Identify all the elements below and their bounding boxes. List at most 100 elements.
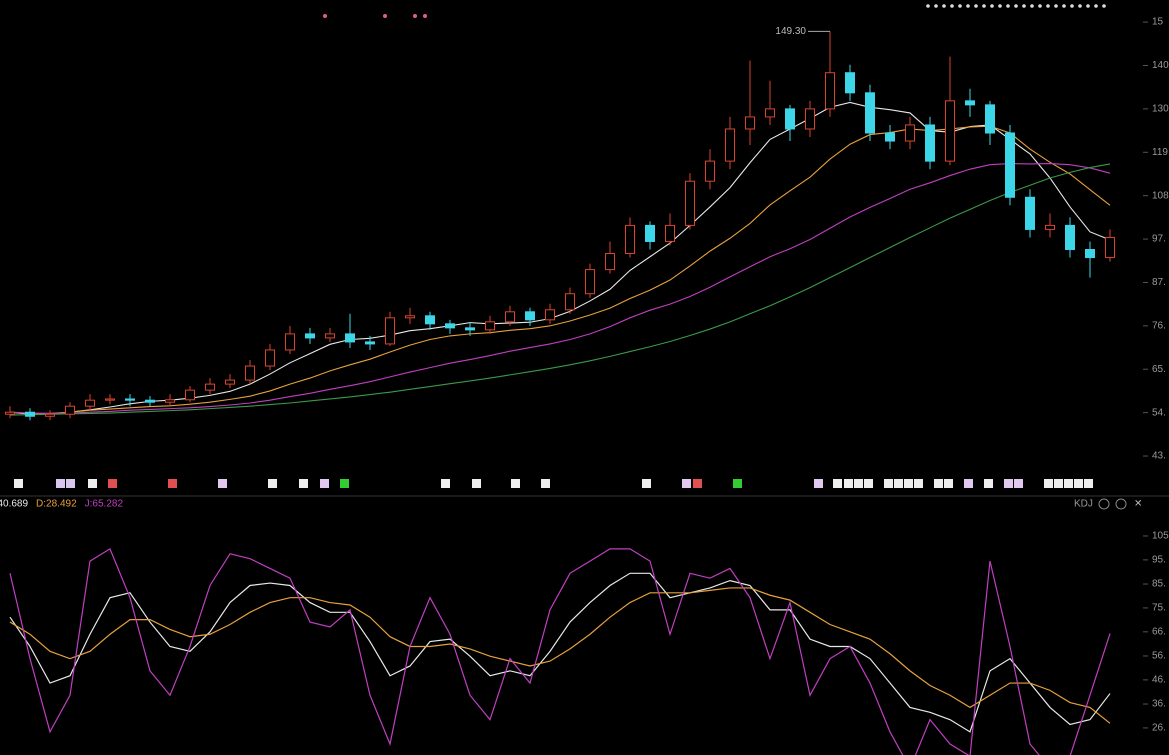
top-dot (998, 4, 1002, 8)
signal-box (88, 479, 97, 488)
moving-average-line (9, 163, 1111, 416)
signal-box (833, 479, 842, 488)
top-dot (1030, 4, 1034, 8)
signal-box (894, 479, 903, 488)
candle-body (785, 108, 795, 130)
top-dot (1070, 4, 1074, 8)
signal-box (1014, 479, 1023, 488)
candle-body (65, 405, 75, 415)
candle-body (1045, 224, 1055, 230)
top-dot (1086, 4, 1090, 8)
top-dot (1046, 4, 1050, 8)
candle-body (45, 413, 55, 417)
help-icon[interactable] (1115, 498, 1127, 510)
candle-body (365, 341, 375, 345)
candle-body (245, 365, 255, 381)
candle-body (1025, 196, 1035, 230)
annotation: 149.30 (775, 26, 806, 37)
y-tick-label: 15 (1152, 17, 1164, 28)
signal-box (14, 479, 23, 488)
candle-body (665, 224, 675, 242)
top-dot (1078, 4, 1082, 8)
signal-box (1044, 479, 1053, 488)
top-marker (383, 14, 387, 18)
top-dot (950, 4, 954, 8)
signal-box (268, 479, 277, 488)
signal-box (472, 479, 481, 488)
signal-box (299, 479, 308, 488)
candle-body (985, 104, 995, 134)
y-tick-label: 26. (1152, 723, 1166, 734)
signal-box (814, 479, 823, 488)
candle-body (845, 72, 855, 94)
candle-body (345, 333, 355, 343)
signal-box (1054, 479, 1063, 488)
y-tick-label: 95. (1152, 555, 1166, 566)
signal-box (511, 479, 520, 488)
candle-body (765, 108, 775, 118)
signal-box (56, 479, 65, 488)
candle-body (185, 389, 195, 401)
signal-box (541, 479, 550, 488)
candle-body (1065, 224, 1075, 251)
indicator-value: J:65.282 (85, 499, 124, 510)
top-dot (982, 4, 986, 8)
y-tick-label: 76. (1152, 320, 1166, 331)
y-tick-label: 85. (1152, 579, 1166, 590)
top-dot (934, 4, 938, 8)
candle-body (425, 315, 435, 325)
settings-icon[interactable] (1098, 498, 1110, 510)
top-dot (1038, 4, 1042, 8)
signal-box (854, 479, 863, 488)
close-icon[interactable]: ✕ (1134, 499, 1142, 510)
y-tick-label: 75. (1152, 603, 1166, 614)
candle-body (265, 349, 275, 367)
candle-body (485, 321, 495, 331)
signal-box (1064, 479, 1073, 488)
candle-body (945, 100, 955, 162)
y-tick-label: 46. (1152, 675, 1166, 686)
candle-body (25, 411, 35, 417)
y-tick-label: 119. (1152, 147, 1169, 158)
candle-body (605, 253, 615, 271)
top-dot (974, 4, 978, 8)
top-marker (423, 14, 427, 18)
candle-body (405, 315, 415, 319)
signal-box (944, 479, 953, 488)
signal-box (66, 479, 75, 488)
candle-body (505, 311, 515, 323)
signal-box (320, 479, 329, 488)
candle-body (825, 72, 835, 110)
candle-body (645, 224, 655, 242)
top-marker (323, 14, 327, 18)
y-tick-label: 56. (1152, 651, 1166, 662)
y-tick-label: 36. (1152, 699, 1166, 710)
y-tick-label: 105. (1152, 531, 1169, 542)
candle-body (585, 269, 595, 295)
candle-body (965, 100, 975, 106)
candle-body (125, 398, 135, 401)
candle-body (205, 383, 215, 391)
candle-body (385, 317, 395, 345)
signal-box (864, 479, 873, 488)
candle-body (1085, 249, 1095, 259)
y-tick-label: 65. (1152, 364, 1166, 375)
signal-box (1084, 479, 1093, 488)
top-dot (966, 4, 970, 8)
candle-body (725, 128, 735, 162)
signal-box (844, 479, 853, 488)
y-tick-label: 54. (1152, 407, 1166, 418)
candle-body (885, 132, 895, 142)
y-tick-label: 43. (1152, 451, 1166, 462)
y-tick-label: 97. (1152, 234, 1166, 245)
candle-body (625, 224, 635, 255)
candle-body (925, 124, 935, 162)
candle-body (865, 92, 875, 134)
top-dot (958, 4, 962, 8)
y-tick-label: 130. (1152, 104, 1169, 115)
top-dot (1094, 4, 1098, 8)
signal-box (934, 479, 943, 488)
top-dot (1022, 4, 1026, 8)
signal-box (884, 479, 893, 488)
